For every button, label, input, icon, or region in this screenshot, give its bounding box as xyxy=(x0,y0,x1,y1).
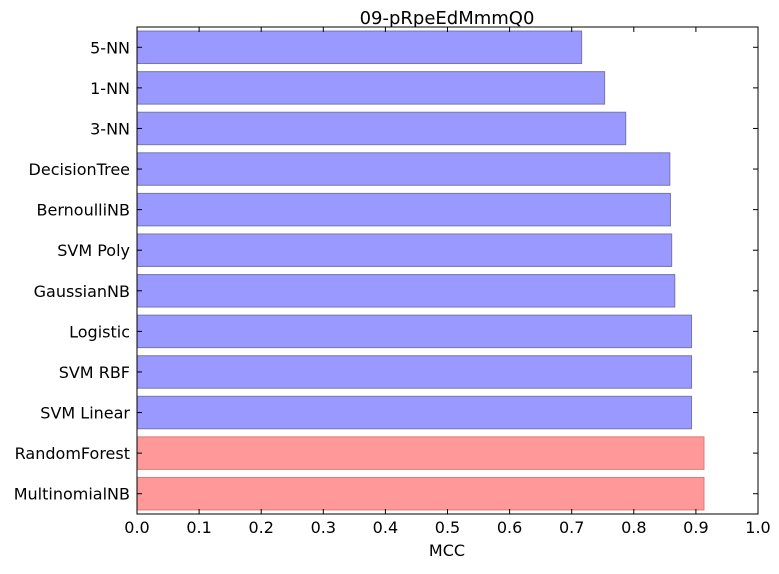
x-tick-label: 1.0 xyxy=(745,518,770,537)
ticks-layer xyxy=(136,27,759,514)
x-tick-labels: 0.0 0.1 0.2 0.3 0.4 0.5 0.6 0.7 0.8 0.9 1.0 xyxy=(124,518,770,537)
bar-multinomialnb xyxy=(136,476,705,511)
bar-1-nn xyxy=(136,71,606,105)
x-tick-label: 0.6 xyxy=(497,518,522,537)
x-tick-label: 0.2 xyxy=(248,518,273,537)
y-tick-label: RandomForest xyxy=(15,444,130,463)
y-tick-label: Logistic xyxy=(69,322,130,341)
x-tick-label: 0.4 xyxy=(373,518,398,537)
bar-svm-poly xyxy=(136,233,673,267)
y-tick-label: 5-NN xyxy=(90,38,130,57)
x-tick-label: 0.3 xyxy=(311,518,336,537)
bar-3-nn xyxy=(136,111,627,146)
y-tick-label: SVM RBF xyxy=(59,363,130,382)
chart-title: 09-pRpeEdMmmQ0 xyxy=(360,8,535,29)
bar-gaussiannb xyxy=(136,274,676,308)
x-tick-label: 0.0 xyxy=(124,518,149,537)
bar-decisiontree xyxy=(136,152,671,186)
x-tick-label: 0.5 xyxy=(435,518,460,537)
y-tick-label: DecisionTree xyxy=(29,160,130,179)
bar-bernoullinb xyxy=(136,192,671,227)
y-tick-label: BernoulliNB xyxy=(37,201,130,220)
bar-logistic xyxy=(136,314,693,349)
y-tick-label: 3-NN xyxy=(90,119,130,138)
x-tick-label: 0.1 xyxy=(186,518,211,537)
x-tick-label: 0.9 xyxy=(683,518,708,537)
y-tick-label: GaussianNB xyxy=(34,282,130,301)
y-tick-label: SVM Poly xyxy=(57,241,130,260)
y-tick-label: 1-NN xyxy=(90,79,130,98)
bars-layer xyxy=(136,30,705,511)
y-tick-label: MultinomialNB xyxy=(14,485,130,504)
bar-5-nn xyxy=(136,30,583,65)
x-axis-label: MCC xyxy=(429,541,465,560)
bar-svm-linear xyxy=(136,395,693,430)
y-tick-labels: 5-NN 1-NN 3-NN DecisionTree BernoulliNB SVM P… xyxy=(14,38,131,503)
x-tick-label: 0.7 xyxy=(559,518,584,537)
y-tick-label: SVM Linear xyxy=(40,404,130,423)
x-tick-label: 0.8 xyxy=(621,518,646,537)
bar-randomforest xyxy=(136,436,705,470)
bar-svm-rbf xyxy=(136,355,693,389)
